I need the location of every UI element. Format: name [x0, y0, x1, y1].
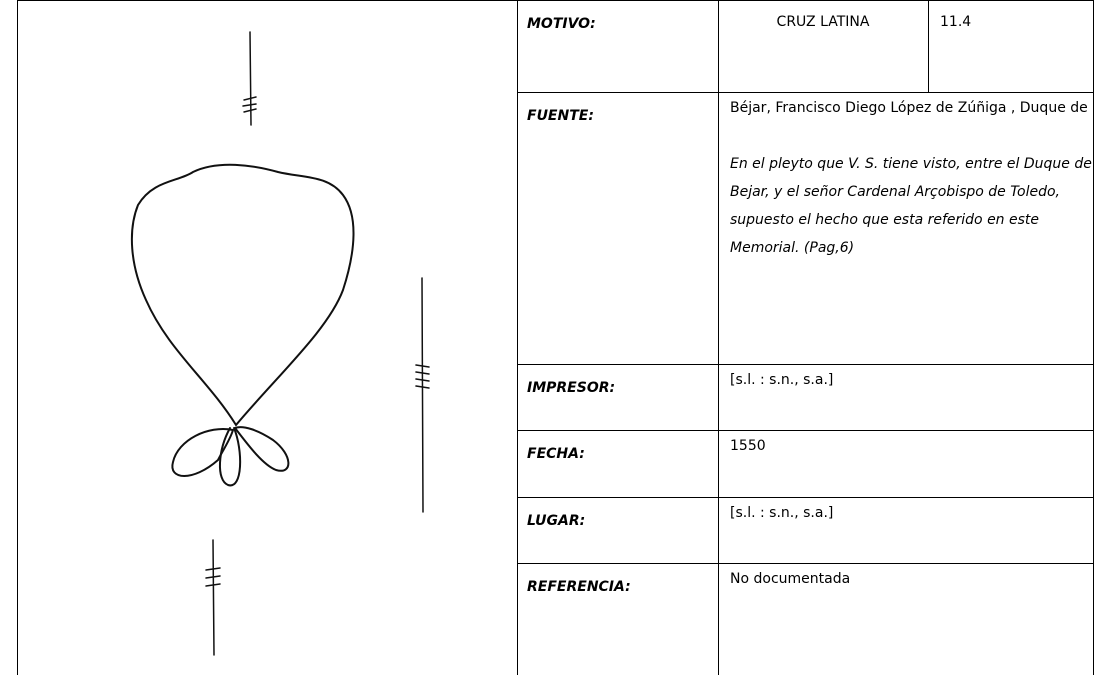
- cell: [718, 497, 1094, 563]
- code: 11.4: [940, 14, 972, 30]
- label: MOTIVO:: [527, 16, 596, 32]
- label: FECHA:: [527, 446, 585, 462]
- value: No documentada: [730, 571, 851, 587]
- cell: [928, 0, 1094, 92]
- title: En el pleyto que V. S. tiene visto, entr…: [730, 156, 1092, 256]
- cell: [718, 364, 1094, 430]
- cell: [718, 430, 1094, 497]
- label: FUENTE:: [527, 108, 594, 124]
- label: IMPRESOR:: [527, 380, 616, 396]
- value: [s.l. : s.n., s.a.]: [730, 505, 834, 521]
- author: Béjar, Francisco Diego López de Zúñiga ,…: [730, 100, 1088, 116]
- value: CRUZ LATINA: [776, 14, 870, 30]
- value: [s.l. : s.n., s.a.]: [730, 372, 834, 388]
- cell: [718, 0, 929, 92]
- label: LUGAR:: [527, 513, 586, 529]
- image-cell: [17, 0, 518, 675]
- label: REFERENCIA:: [527, 579, 631, 595]
- value: 1550: [730, 438, 766, 454]
- cell: [718, 92, 1094, 364]
- cell: [718, 563, 1094, 675]
- watermark-drawing: [130, 31, 430, 656]
